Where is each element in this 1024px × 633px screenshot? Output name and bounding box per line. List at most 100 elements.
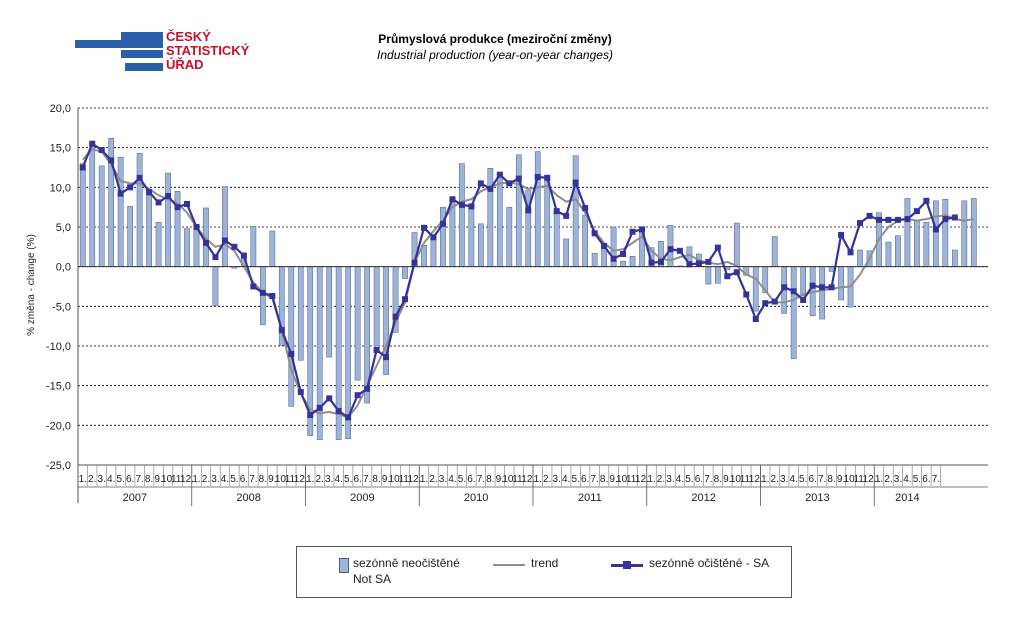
sa-point xyxy=(108,157,115,164)
month-tick-label: 2. xyxy=(884,474,892,485)
sa-point xyxy=(686,261,693,268)
sa-point xyxy=(695,260,702,267)
month-tick-label: 4. xyxy=(903,474,911,485)
month-tick-label: 1. xyxy=(875,474,883,485)
month-tick-label: 3. xyxy=(553,474,561,485)
legend-label-trend: trend xyxy=(531,556,559,570)
month-tick-label: 6. xyxy=(126,474,134,485)
month-tick-label: 1. xyxy=(306,474,314,485)
month-tick-label: 5. xyxy=(799,474,807,485)
sa-point xyxy=(762,300,769,307)
month-tick-label: 12. xyxy=(521,474,535,485)
legend-label-sa: sezónně očištěné - SA xyxy=(649,556,770,570)
y-tick-label: -25,0 xyxy=(46,460,71,472)
logo-bar xyxy=(125,63,163,71)
legend-label-nsa-en: Not SA xyxy=(353,572,392,586)
sa-point xyxy=(383,354,390,361)
bar xyxy=(885,241,892,267)
month-tick-label: 9. xyxy=(837,474,845,485)
sa-point xyxy=(146,189,153,196)
month-tick-label: 8. xyxy=(714,474,722,485)
bar xyxy=(222,186,228,267)
month-tick-label: 4. xyxy=(562,474,570,485)
sa-point xyxy=(620,250,627,257)
sa-point xyxy=(563,212,570,219)
bar xyxy=(250,225,257,267)
sa-point xyxy=(629,228,636,235)
month-tick-label: 6. xyxy=(922,474,930,485)
sa-point xyxy=(506,180,513,187)
logo-text: ČESKÝ STATISTICKÝ ÚŘAD xyxy=(166,30,249,72)
month-tick-label: 1. xyxy=(647,474,655,485)
sa-point xyxy=(155,199,162,206)
logo-line: ÚŘAD xyxy=(166,57,204,72)
month-tick-label: 5. xyxy=(685,474,693,485)
sa-point xyxy=(733,269,740,276)
sa-point xyxy=(923,197,930,204)
sa-point xyxy=(942,216,949,223)
bar xyxy=(563,238,570,267)
month-tick-label: 11. xyxy=(626,474,639,485)
month-tick-label: 1. xyxy=(420,474,428,485)
sa-point xyxy=(875,216,882,223)
sa-point xyxy=(288,350,295,357)
month-tick-label: 1. xyxy=(761,474,769,485)
month-tick-label: 10. xyxy=(730,474,744,485)
sa-point xyxy=(553,208,560,215)
sa-point xyxy=(904,216,911,223)
bar xyxy=(193,226,200,267)
sa-point xyxy=(392,313,399,320)
sa-point xyxy=(411,259,418,266)
bar xyxy=(961,200,968,267)
bar xyxy=(714,266,721,284)
sa-point xyxy=(202,239,209,246)
month-tick-label: 1. xyxy=(79,474,87,485)
sa-point xyxy=(705,258,712,265)
sa-point xyxy=(335,408,342,415)
y-tick-label: 5,0 xyxy=(56,222,71,234)
month-tick-label: 4. xyxy=(221,474,229,485)
month-tick-label: 11. xyxy=(171,474,184,485)
month-tick-label: 6. xyxy=(695,474,703,485)
sa-point xyxy=(657,258,664,265)
bar xyxy=(326,266,333,358)
month-tick-label: 9. xyxy=(609,474,617,485)
month-tick-label: 9. xyxy=(723,474,731,485)
y-tick-label: 10,0 xyxy=(50,182,71,194)
bar xyxy=(496,172,503,267)
bar xyxy=(146,195,152,267)
month-tick-label: 5. xyxy=(230,474,238,485)
month-tick-label: 10. xyxy=(161,474,175,485)
sa-point xyxy=(477,180,484,187)
month-tick-label: 9. xyxy=(154,474,162,485)
sa-point xyxy=(117,190,124,197)
sa-point xyxy=(525,207,532,214)
month-tick-label: 4. xyxy=(676,474,684,485)
bar xyxy=(620,260,626,267)
month-tick-label: 7. xyxy=(249,474,257,485)
month-tick-label: 6. xyxy=(581,474,589,485)
sa-point xyxy=(269,293,276,300)
sa-point xyxy=(297,389,304,396)
sa-point xyxy=(98,147,105,154)
sa-point xyxy=(136,174,143,181)
bar xyxy=(98,165,105,267)
bar xyxy=(165,172,171,267)
trend-line xyxy=(82,148,974,419)
y-tick-label: 0,0 xyxy=(56,262,71,274)
y-axis-label: % změna - change (%) xyxy=(26,234,37,336)
month-tick-label: 6. xyxy=(808,474,816,485)
chart-title: Průmyslová produkce (meziroční změny) xyxy=(378,32,612,46)
month-tick-label: 7. xyxy=(477,474,485,485)
sa-point xyxy=(582,204,589,211)
sa-point xyxy=(259,289,266,296)
sa-point xyxy=(932,226,939,233)
year-tick-label: 2008 xyxy=(236,492,260,504)
month-tick-label: 12. xyxy=(408,474,422,485)
sa-point xyxy=(781,284,788,291)
sa-point xyxy=(951,214,958,221)
month-tick-label: 7. xyxy=(363,474,371,485)
month-tick-label: 9. xyxy=(382,474,390,485)
month-tick-label: 5. xyxy=(116,474,124,485)
sa-point xyxy=(866,212,873,219)
